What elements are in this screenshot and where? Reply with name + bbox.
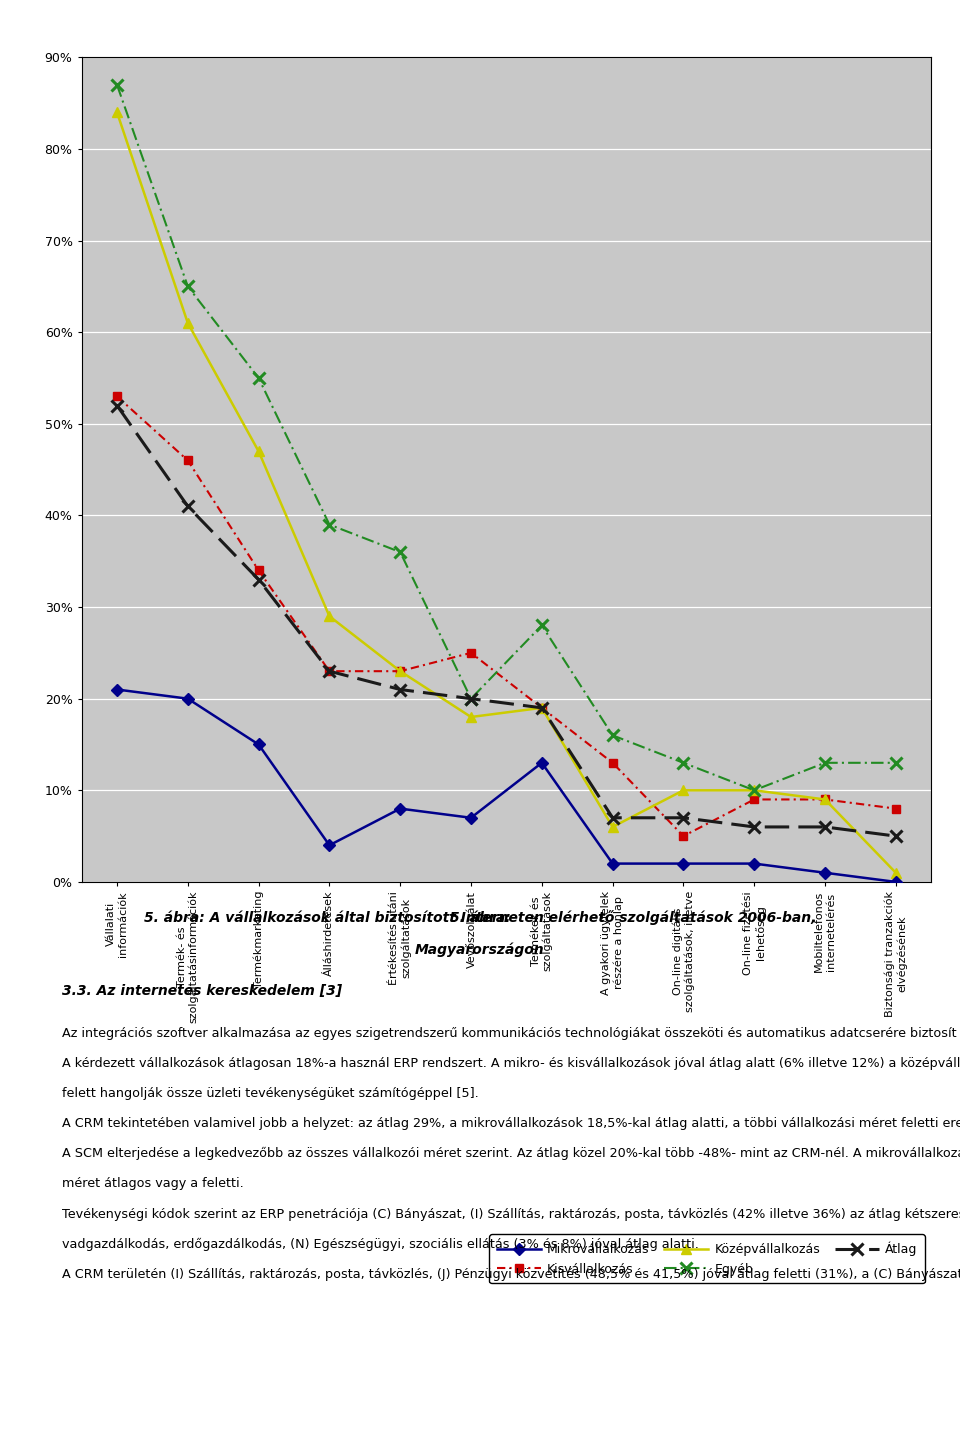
Text: 5. ábra:: 5. ábra: [449, 911, 511, 925]
Text: A CRM tekintetében valamivel jobb a helyzet: az átlag 29%, a mikrovállalkozások : A CRM tekintetében valamivel jobb a hely… [62, 1117, 960, 1130]
Text: felett hangolják össze üzleti tevékenységüket számítógéppel [5].: felett hangolják össze üzleti tevékenysé… [62, 1087, 479, 1100]
Text: A CRM területén (I) Szállítás, raktározás, posta, távközlés, (J) Pénzügyi közvet: A CRM területén (I) Szállítás, raktározá… [62, 1268, 960, 1281]
Text: méret átlagos vagy a feletti.: méret átlagos vagy a feletti. [62, 1177, 244, 1190]
Text: Tevékenységi kódok szerint az ERP penetrációja (C) Bányászat, (I) Szállítás, rak: Tevékenységi kódok szerint az ERP penetr… [62, 1207, 960, 1220]
Text: A kérdezett vállalkozások átlagosan 18%-a használ ERP rendszert. A mikro- és kis: A kérdezett vállalkozások átlagosan 18%-… [62, 1057, 960, 1070]
Text: Magyarországon: Magyarországon [415, 942, 545, 956]
Text: 3.3. Az internetes kereskedelem [3]: 3.3. Az internetes kereskedelem [3] [62, 984, 343, 998]
Legend: Mikrovállalkozás, Kisvállalkozás, Középvállalkozás, Egyéb, Átlag: Mikrovállalkozás, Kisvállalkozás, Középv… [490, 1235, 924, 1283]
Text: 5. ábra: A vállalkozások által biztosított Interneten elérhető szolgáltatások 20: 5. ábra: A vállalkozások által biztosíto… [144, 911, 816, 925]
Text: vadgazdálkodás, erdőgazdálkodás, (N) Egészségügyi, szociális ellátás (3% és 8%) : vadgazdálkodás, erdőgazdálkodás, (N) Egé… [62, 1238, 699, 1250]
Text: Az integrációs szoftver alkalmazása az egyes szigetrendszerű kommunikációs techn: Az integrációs szoftver alkalmazása az e… [62, 1027, 960, 1040]
Text: A SCM elterjedése a legkedvezőbb az összes vállalkozói méret szerint. Az átlag k: A SCM elterjedése a legkedvezőbb az össz… [62, 1147, 960, 1160]
